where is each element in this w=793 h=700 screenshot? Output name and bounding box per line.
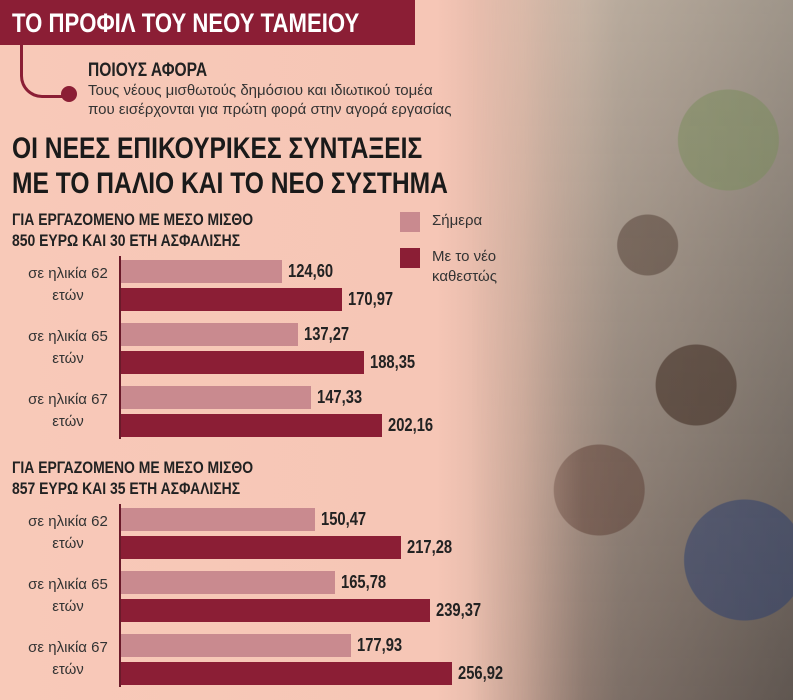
category-label: σε ηλικία 65 ετών [28,328,108,367]
connector-dot [61,86,77,102]
value-label: 137,27 [304,324,350,344]
category-label: σε ηλικία 62 ετών [28,513,108,552]
headline: ΜΕ ΤΟ ΠΑΛΙΟ ΚΑΙ ΤΟ ΝΕΟ ΣΥΣΤΗΜΑ [12,167,448,200]
connector [20,45,73,98]
value-label: 124,60 [287,261,333,281]
bar [121,288,342,311]
bar [121,536,402,559]
category-label: σε ηλικία 67 ετών [28,391,108,430]
legend-swatch [400,248,420,268]
bar [121,260,282,283]
chart-subtitle: 857 ΕΥΡΩ ΚΑΙ 35 ΕΤΗ ΑΣΦΑΛΙΣΗΣ [12,479,241,498]
value-label: 177,93 [356,635,402,655]
legend-label: Με το νέο καθεστώς [432,248,497,285]
headline: ΟΙ ΝΕΕΣ ΕΠΙΚΟΥΡΙΚΕΣ ΣΥΝΤΑΞΕΙΣ [12,132,423,165]
category-label: σε ηλικία 65 ετών [28,576,108,615]
category-label: σε ηλικία 62 ετών [28,265,108,304]
value-label: 170,97 [347,289,393,309]
bar [121,634,351,657]
value-label: 217,28 [407,537,453,557]
legend-swatch [400,212,420,232]
value-label: 150,47 [321,509,367,529]
value-label: 188,35 [369,352,416,372]
title: ΤΟ ΠΡΟΦΙΛ ΤΟΥ ΝΕΟΥ ΤΑΜΕΙΟΥ [12,8,360,38]
bar [121,323,299,346]
axis-line [119,504,121,687]
category-label: σε ηλικία 67 ετών [28,639,108,678]
legend-label: Σήμερα [432,212,483,229]
axis-line [119,256,121,439]
bar [121,599,430,622]
value-label: 165,78 [340,572,386,592]
bar [121,351,364,374]
chart-subtitle: ΓΙΑ ΕΡΓΑΖΟΜΕΝΟ ΜΕ ΜΕΣΟ ΜΙΣΘΟ [12,210,254,229]
background-photo [470,0,793,700]
chart-subtitle: ΓΙΑ ΕΡΓΑΖΟΜΕΝΟ ΜΕ ΜΕΣΟ ΜΙΣΘΟ [12,458,254,477]
value-label: 202,16 [387,415,433,435]
value-label: 256,92 [458,663,504,683]
bar [121,508,316,531]
value-label: 239,37 [435,600,481,620]
bar [121,662,453,685]
section-text: Τους νέους μισθωτούς δημόσιου και ιδιωτι… [88,82,433,99]
chart-subtitle: 850 ΕΥΡΩ ΚΑΙ 30 ΕΤΗ ΑΣΦΑΛΙΣΗΣ [12,231,241,250]
bar [121,571,335,594]
section-text: που εισέρχονται για πρώτη φορά στην αγορ… [88,101,452,118]
value-label: 147,33 [317,387,363,407]
section-label: ΠΟΙΟΥΣ ΑΦΟΡΑ [88,60,208,81]
title-banner [0,0,415,45]
bar [121,414,382,437]
bar [121,386,312,409]
